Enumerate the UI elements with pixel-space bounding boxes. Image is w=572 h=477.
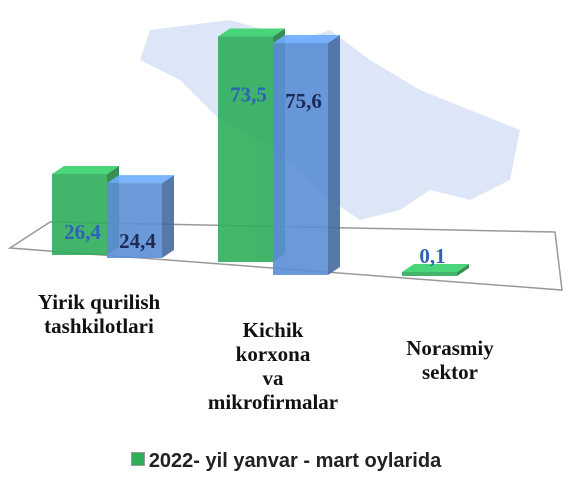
value-label: 75,6	[285, 89, 322, 113]
category-label: Kichik korxona va mikrofirmalar	[207, 318, 339, 414]
value-label: 26,4	[64, 220, 101, 244]
bar-face	[402, 272, 457, 276]
bar-face	[328, 35, 340, 275]
bar-face	[273, 43, 328, 275]
bar-face	[218, 36, 273, 262]
bar-face	[402, 264, 469, 272]
bar-face	[52, 173, 107, 255]
value-label: 24,4	[119, 229, 156, 253]
floor	[7, 221, 563, 291]
bar-face	[52, 165, 119, 174]
category-label: Norasmiy sektor	[406, 336, 494, 384]
bar-face	[273, 35, 340, 43]
value-label: 73,5	[230, 82, 267, 106]
bar	[273, 35, 340, 275]
legend: 2022- yil yanvar - mart oylarida	[0, 450, 572, 473]
value-label: 0,1	[419, 244, 445, 268]
bar-face	[218, 28, 285, 37]
bar-face	[457, 264, 469, 276]
legend-swatch	[130, 452, 145, 466]
category-label: Yirik qurilish tashkilotlari	[37, 290, 161, 338]
bar-face	[107, 175, 174, 184]
bar	[402, 264, 469, 276]
bar-face	[162, 175, 174, 258]
bar	[107, 175, 174, 258]
legend-label: 2022- yil yanvar - mart oylarida	[148, 450, 442, 472]
bar-face	[107, 183, 162, 258]
